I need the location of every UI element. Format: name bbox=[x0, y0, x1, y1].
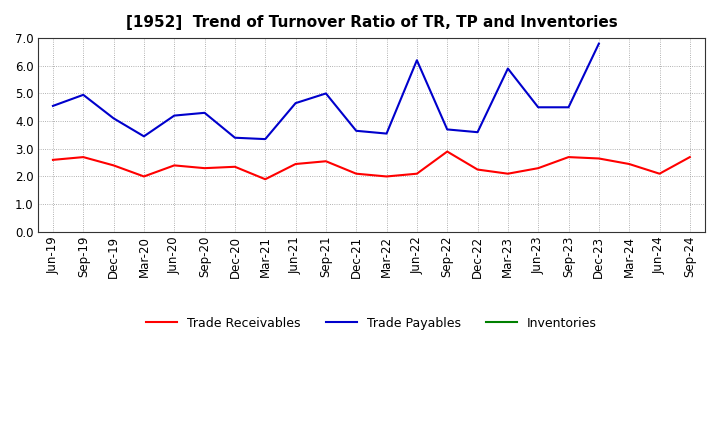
Trade Payables bbox=[292, 100, 300, 106]
Trade Receivables bbox=[625, 161, 634, 167]
Trade Payables bbox=[230, 135, 239, 140]
Trade Payables bbox=[261, 136, 269, 142]
Trade Receivables bbox=[534, 165, 542, 171]
Trade Payables bbox=[443, 127, 451, 132]
Line: Trade Receivables: Trade Receivables bbox=[53, 151, 690, 179]
Trade Receivables bbox=[382, 174, 391, 179]
Trade Payables bbox=[534, 105, 542, 110]
Trade Receivables bbox=[140, 174, 148, 179]
Trade Receivables bbox=[170, 163, 179, 168]
Trade Receivables bbox=[503, 171, 512, 176]
Trade Payables bbox=[79, 92, 88, 98]
Trade Receivables bbox=[200, 165, 209, 171]
Trade Receivables bbox=[261, 176, 269, 182]
Trade Receivables bbox=[473, 167, 482, 172]
Trade Payables bbox=[49, 103, 58, 109]
Trade Payables bbox=[200, 110, 209, 115]
Trade Receivables bbox=[413, 171, 421, 176]
Trade Receivables bbox=[230, 164, 239, 169]
Trade Payables bbox=[473, 129, 482, 135]
Title: [1952]  Trend of Turnover Ratio of TR, TP and Inventories: [1952] Trend of Turnover Ratio of TR, TP… bbox=[125, 15, 617, 30]
Trade Payables bbox=[109, 116, 118, 121]
Trade Receivables bbox=[322, 158, 330, 164]
Legend: Trade Receivables, Trade Payables, Inventories: Trade Receivables, Trade Payables, Inven… bbox=[141, 312, 602, 335]
Line: Trade Payables: Trade Payables bbox=[53, 44, 599, 139]
Trade Payables bbox=[564, 105, 573, 110]
Trade Receivables bbox=[292, 161, 300, 167]
Trade Receivables bbox=[109, 163, 118, 168]
Trade Receivables bbox=[685, 154, 694, 160]
Trade Payables bbox=[170, 113, 179, 118]
Trade Payables bbox=[352, 128, 361, 133]
Trade Payables bbox=[140, 134, 148, 139]
Trade Receivables bbox=[352, 171, 361, 176]
Trade Receivables bbox=[595, 156, 603, 161]
Trade Payables bbox=[382, 131, 391, 136]
Trade Receivables bbox=[564, 154, 573, 160]
Trade Payables bbox=[413, 58, 421, 63]
Trade Receivables bbox=[49, 157, 58, 162]
Trade Receivables bbox=[443, 149, 451, 154]
Trade Receivables bbox=[79, 154, 88, 160]
Trade Receivables bbox=[655, 171, 664, 176]
Trade Payables bbox=[503, 66, 512, 71]
Trade Payables bbox=[595, 41, 603, 46]
Trade Payables bbox=[322, 91, 330, 96]
